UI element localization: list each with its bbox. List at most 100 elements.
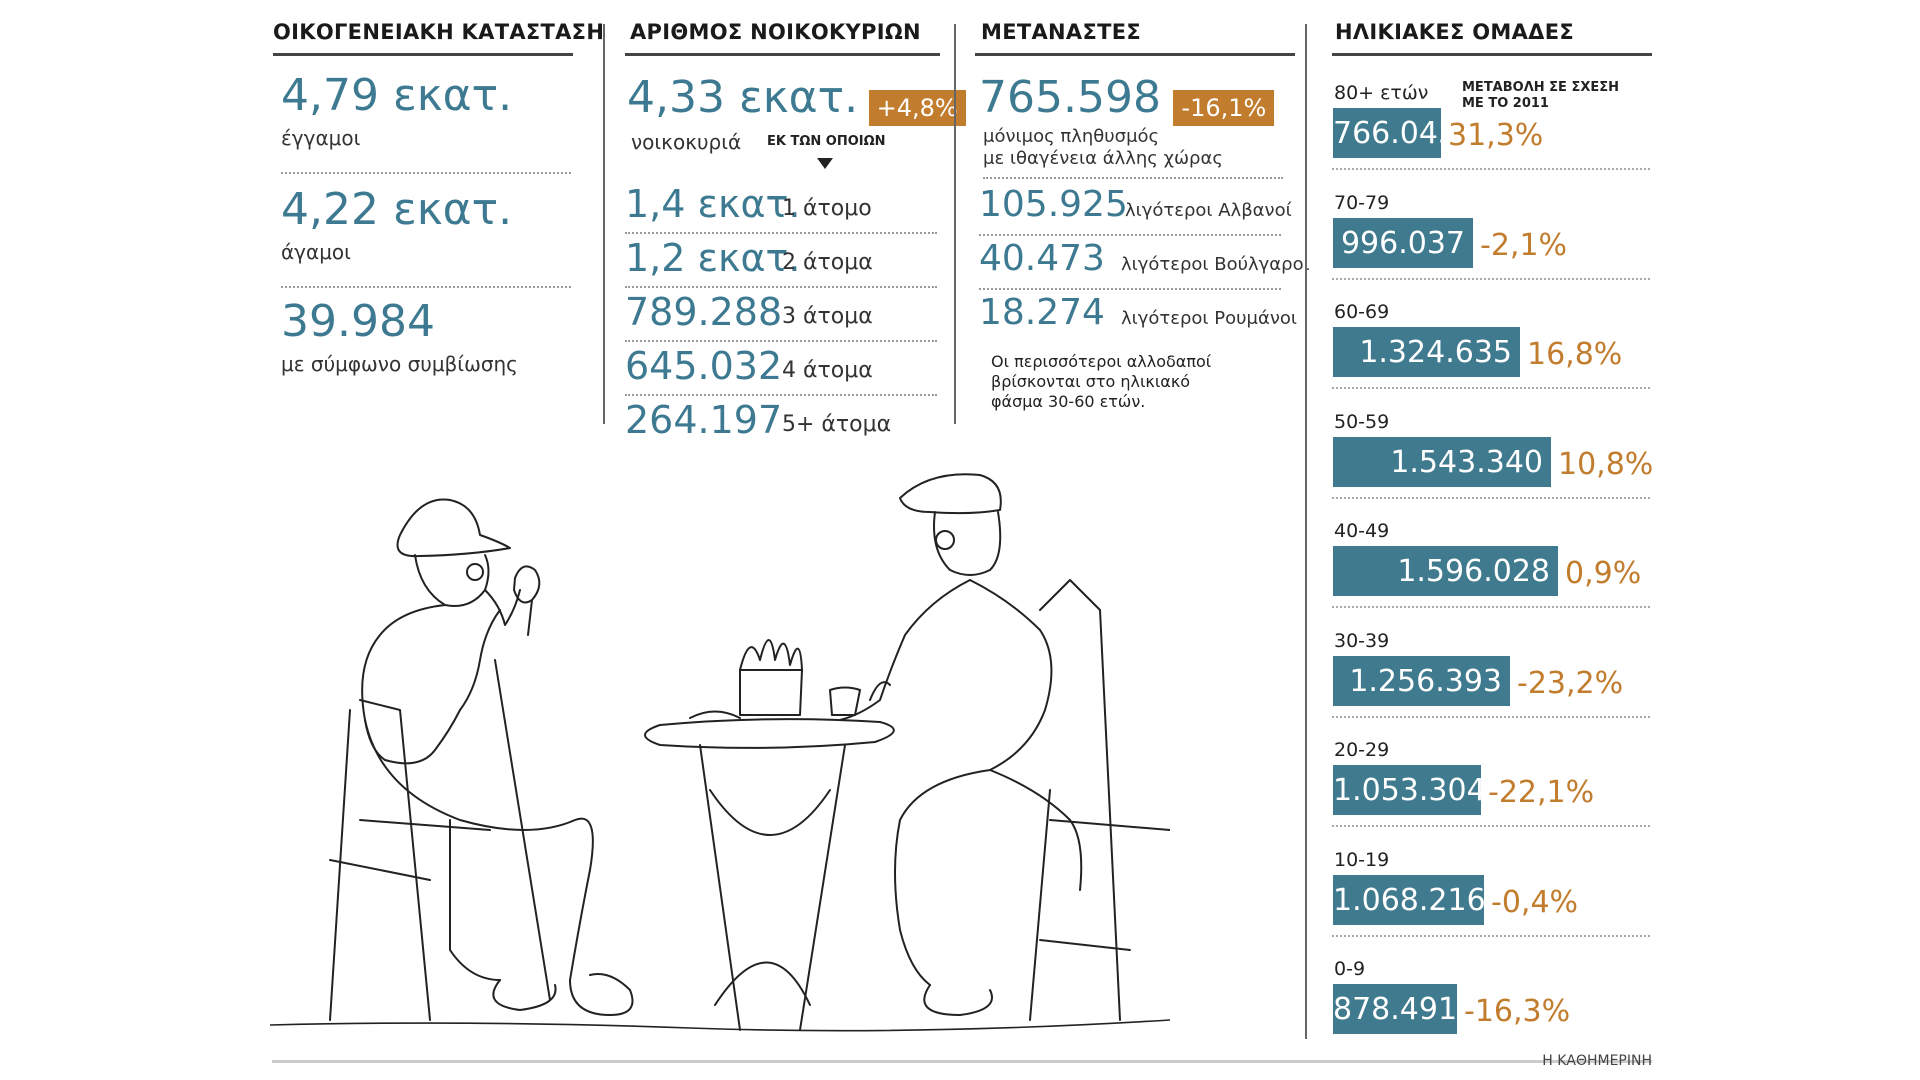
age-bars: 80+ ετών 766.043 31,3% 70-79 996.037 -2,1% 60-…: [1332, 0, 1654, 1050]
migrants-label-2: με ιθαγένεια άλλης χώρας: [983, 148, 1283, 179]
age-group-separator: [1332, 606, 1650, 608]
migrant-row-label: λιγότεροι Ρουμάνοι: [1121, 308, 1297, 329]
age-group-label: 0-9: [1334, 958, 1366, 980]
divider-1: [603, 24, 605, 424]
age-group-bar: [1333, 217, 1473, 268]
age-group-change: -16,3%: [1464, 994, 1571, 1029]
age-group-value: 766.043: [1333, 116, 1458, 151]
migrants-note-line: βρίσκονται στο ηλικιακό: [991, 372, 1191, 391]
partnership-value: 39.984: [281, 296, 435, 347]
household-row: 645.032 4 άτομα: [625, 340, 937, 396]
households-total-value: 4,33 εκατ.: [627, 72, 859, 123]
migrant-row: 40.473 λιγότεροι Βούλγαροι: [979, 234, 1310, 290]
household-row-label: 5+ άτομα: [782, 412, 892, 437]
households-total: 4,33 εκατ. +4,8%: [627, 74, 966, 126]
age-group-change: 0,9%: [1565, 556, 1642, 591]
household-row-label: 2 άτομα: [782, 250, 873, 275]
age-group-bar: [1333, 655, 1510, 706]
age-group-value: 1.543.340: [1390, 444, 1543, 480]
household-row-value: 1,2 εκατ.: [625, 236, 801, 280]
divider-3: [1305, 24, 1307, 1039]
households-breakdown: 1,4 εκατ. 1 άτομο 1,2 εκατ. 2 άτομα 789.…: [625, 178, 940, 448]
marital-item-single: 4,22 εκατ. άγαμοι: [281, 186, 571, 288]
age-group-change: 31,3%: [1448, 118, 1544, 153]
household-row: 1,2 εκατ. 2 άτομα: [625, 232, 937, 288]
migrants-total-value: 765.598: [979, 72, 1161, 123]
change-header-line: ΜΕ ΤΟ 2011: [1462, 96, 1549, 111]
age-group-value: 1.324.635: [1359, 335, 1512, 370]
age-group-label: 50-59: [1334, 410, 1390, 433]
migrants-note: Οι περισσότεροι αλλοδαποί βρίσκονται στο…: [991, 352, 1211, 412]
age-group-value: 1.053.304: [1333, 773, 1486, 808]
age-group-change: -2,1%: [1480, 227, 1568, 263]
married-value: 4,79 εκατ.: [281, 70, 513, 121]
footer-line: [272, 1060, 1652, 1063]
age-group-separator: [1332, 496, 1650, 499]
age-group-bar: [1333, 436, 1551, 487]
age-group-bar: [1333, 984, 1457, 1034]
age-group-separator: [1332, 934, 1650, 937]
age-group-value: 1.068.216: [1333, 882, 1486, 918]
change-header-line: ΜΕΤΑΒΟΛΗ ΣΕ ΣΧΕΣΗ: [1462, 80, 1620, 95]
age-group-label: 70-79: [1334, 191, 1390, 214]
age-group-label: 30-39: [1334, 629, 1390, 652]
divider-2: [954, 24, 956, 424]
age-group-value: 1.256.393: [1349, 663, 1502, 699]
household-row-value: 645.032: [625, 344, 783, 388]
household-row-value: 1,4 εκατ.: [625, 182, 801, 226]
households-total-label: νοικοκυριά: [631, 130, 742, 154]
age-group-separator: [1332, 168, 1650, 170]
age-group-bar: [1333, 546, 1558, 596]
source-label: Η ΚΑΘΗΜΕΡΙΝΗ: [1542, 1053, 1652, 1069]
age-group-bar: [1333, 327, 1520, 377]
age-group-change: 10,8%: [1558, 446, 1654, 482]
migrant-row: 18.274 λιγότεροι Ρουμάνοι: [979, 288, 1297, 342]
household-row-value: 264.197: [625, 398, 783, 442]
age-group-separator: [1332, 277, 1650, 280]
age-group-label: 10-19: [1334, 848, 1390, 871]
age-group-label: 80+ ετών: [1334, 82, 1429, 104]
households-change-badge: +4,8%: [868, 89, 966, 126]
household-row: 789.288 3 άτομα: [625, 286, 937, 342]
age-group-change: -23,2%: [1517, 665, 1624, 701]
household-row: 1,4 εκατ. 1 άτομο: [625, 178, 937, 234]
migrants-note-line: φάσμα 30-60 ετών.: [991, 392, 1146, 411]
age-group-bar: [1333, 874, 1484, 925]
migrant-row-value: 105.925: [979, 184, 1128, 225]
migrants-change-badge: -16,1%: [1173, 89, 1275, 126]
migrants-total: 765.598 -16,1%: [979, 72, 1275, 126]
age-group-change: 16,8%: [1527, 337, 1623, 372]
migrant-row: 105.925 λιγότεροι Αλβανοί: [979, 180, 1292, 236]
age-group-value: 878.491: [1333, 992, 1458, 1027]
age-groups-column: ΗΛΙΚΙΑΚΕΣ ΟΜΑΔΕΣ ΜΕΤΑΒΟΛΗ ΣΕ ΣΧΕΣΗ ΜΕ ΤΟ…: [1332, 0, 1654, 1050]
household-row-label: 1 άτομο: [782, 196, 872, 221]
migrants-column: ΜΕΤΑΝΑΣΤΕΣ 765.598 -16,1% μόνιμος πληθυσ…: [975, 0, 1310, 411]
change-header: ΜΕΤΑΒΟΛΗ ΣΕ ΣΧΕΣΗ ΜΕ ΤΟ 2011: [1462, 80, 1619, 112]
household-row: 264.197 5+ άτομα: [625, 394, 937, 448]
age-groups-title: ΗΛΙΚΙΑΚΕΣ ΟΜΑΔΕΣ: [1332, 0, 1652, 56]
marital-item-partnership: 39.984 με σύμφωνο συμβίωσης: [281, 298, 571, 398]
household-row-value: 789.288: [625, 290, 783, 334]
migrants-note-line: Οι περισσότεροι αλλοδαποί: [991, 352, 1212, 371]
down-arrow-icon: [817, 158, 833, 169]
age-group-change: -0,4%: [1491, 884, 1579, 920]
age-group-label: 40-49: [1334, 520, 1390, 542]
migrants-title: ΜΕΤΑΝΑΣΤΕΣ: [975, 0, 1295, 56]
marital-column: ΟΙΚΟΓΕΝΕΙΑΚΗ ΚΑΤΑΣΤΑΣΗ 4,79 εκατ. έγγαμο…: [273, 0, 604, 376]
age-group-label: 20-29: [1334, 739, 1390, 761]
age-group-value: 996.037: [1340, 225, 1465, 261]
of-which-label: ΕΚ ΤΩΝ ΟΠΟΙΩΝ: [767, 134, 886, 149]
households-column: ΑΡΙΘΜΟΣ ΝΟΙΚΟΚΥΡΙΩΝ 4,33 εκατ. +4,8% νοι…: [625, 0, 966, 442]
single-label: άγαμοι: [281, 240, 351, 264]
migrant-row-label: λιγότεροι Βούλγαροι: [1121, 254, 1310, 275]
age-group-separator: [1332, 387, 1650, 389]
marital-title: ΟΙΚΟΓΕΝΕΙΑΚΗ ΚΑΤΑΣΤΑΣΗ: [273, 0, 604, 56]
marital-item-married: 4,79 εκατ. έγγαμοι: [281, 72, 571, 174]
migrant-row-value: 18.274: [979, 292, 1105, 333]
migrants-label-1: μόνιμος πληθυσμός: [983, 126, 1160, 147]
age-group-bar: [1333, 108, 1441, 158]
single-value: 4,22 εκατ.: [281, 184, 513, 235]
age-group-separator: [1332, 715, 1650, 718]
partnership-label: με σύμφωνο συμβίωσης: [281, 352, 518, 376]
cafe-illustration: [270, 473, 1170, 1032]
